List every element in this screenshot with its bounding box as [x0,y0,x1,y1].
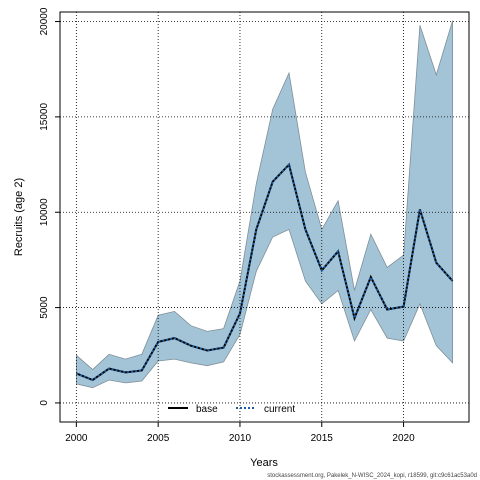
y-axis: 0 5000 10000 15000 20000 [39,7,60,406]
y-tick-label-4: 20000 [39,7,50,35]
x-tick-label-3: 2015 [311,433,334,444]
x-tick-label-4: 2020 [392,433,415,444]
grid-layer [60,12,469,422]
legend: base current [168,404,295,415]
y-tick-label-1: 5000 [39,296,50,319]
x-tick-label-0: 2000 [65,433,88,444]
footer-credit: stockassessment.org, Pakelek_N-WISC_2024… [267,473,477,479]
y-tick-label-3: 15000 [39,103,50,131]
legend-label-base: base [196,404,218,415]
x-tick-label-1: 2005 [147,433,170,444]
y-axis-label: Recruits (age 2) [13,178,25,256]
x-axis-label: Years [250,457,278,469]
x-tick-label-2: 2010 [229,433,252,444]
y-tick-label-0: 0 [39,400,50,406]
y-tick-label-2: 10000 [39,198,50,226]
legend-label-current: current [264,404,295,415]
series-layer [76,162,454,382]
x-axis: 2000 2005 2010 2015 2020 [65,422,415,444]
plot-frame [59,11,470,423]
series-line-current [76,162,454,382]
